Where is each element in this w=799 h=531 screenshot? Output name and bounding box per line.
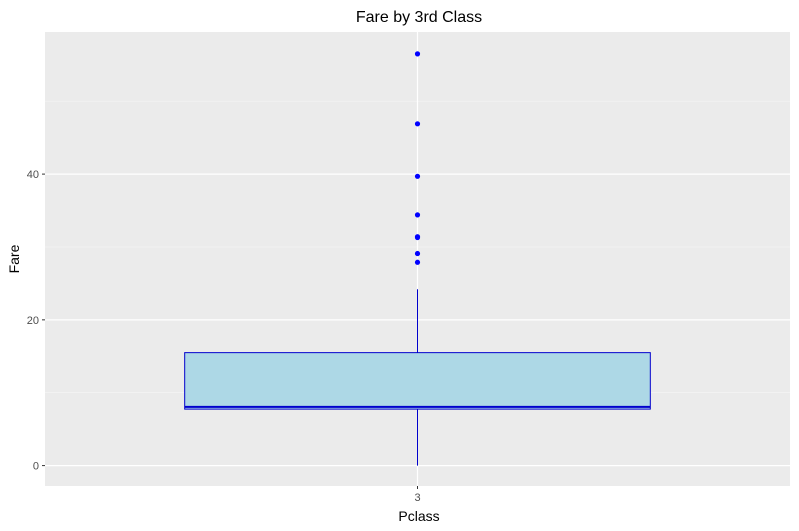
x-axis-ticks: 3 [414, 486, 421, 504]
outlier-point [414, 51, 421, 57]
y-tick-label: 0 [33, 461, 39, 473]
x-tick-label: 3 [414, 492, 420, 504]
chart-title: Fare by 3rd Class [356, 9, 482, 26]
y-tick-label: 20 [27, 315, 39, 327]
y-axis-title: Fare [6, 244, 22, 273]
outlier-point [414, 259, 421, 265]
outlier-point [414, 173, 421, 179]
box-iqr [184, 352, 651, 410]
y-axis-ticks: 0 20 40 [27, 169, 45, 473]
box-group [184, 51, 651, 466]
outlier-point [414, 250, 421, 257]
outlier-point [414, 212, 421, 218]
outlier-point [414, 234, 421, 240]
y-tick-label: 40 [27, 169, 39, 181]
outlier-point [414, 121, 421, 127]
x-axis-title: Pclass [398, 508, 439, 524]
